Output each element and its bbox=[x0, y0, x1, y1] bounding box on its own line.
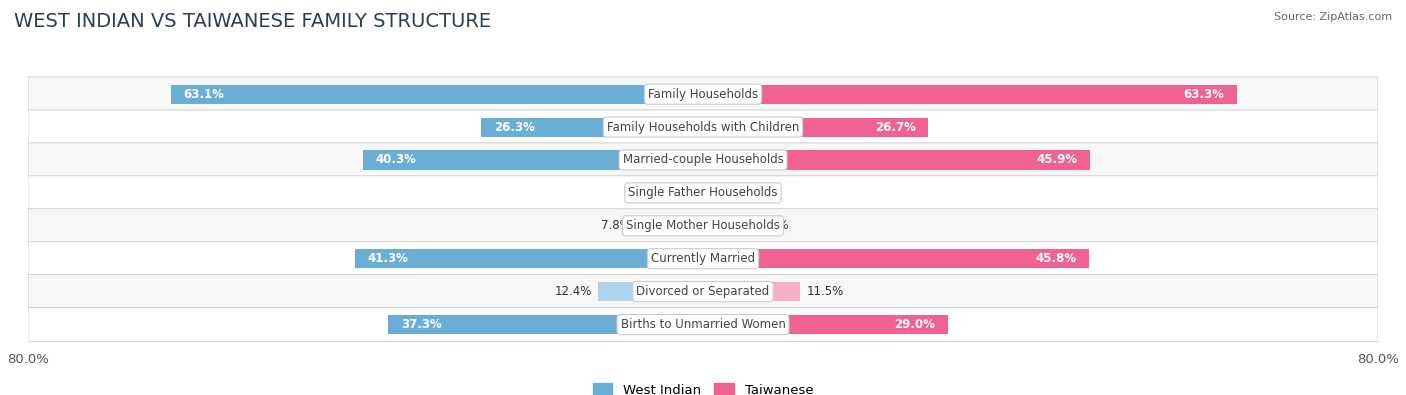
Bar bbox=[637, 216, 703, 235]
Text: Births to Unmarried Women: Births to Unmarried Women bbox=[620, 318, 786, 331]
Bar bbox=[170, 85, 703, 103]
Text: 7.8%: 7.8% bbox=[600, 219, 630, 232]
Text: 41.3%: 41.3% bbox=[367, 252, 408, 265]
Text: 37.3%: 37.3% bbox=[401, 318, 441, 331]
Bar bbox=[599, 282, 703, 301]
FancyBboxPatch shape bbox=[28, 110, 1378, 144]
Bar bbox=[354, 249, 703, 268]
Bar bbox=[703, 150, 1090, 169]
FancyBboxPatch shape bbox=[28, 307, 1378, 342]
Text: Divorced or Separated: Divorced or Separated bbox=[637, 285, 769, 298]
Text: 12.4%: 12.4% bbox=[554, 285, 592, 298]
Bar bbox=[703, 118, 928, 137]
Text: WEST INDIAN VS TAIWANESE FAMILY STRUCTURE: WEST INDIAN VS TAIWANESE FAMILY STRUCTUR… bbox=[14, 12, 491, 31]
Text: 26.3%: 26.3% bbox=[494, 120, 534, 134]
Text: Married-couple Households: Married-couple Households bbox=[623, 154, 783, 166]
Text: Single Father Households: Single Father Households bbox=[628, 186, 778, 199]
FancyBboxPatch shape bbox=[28, 209, 1378, 243]
Text: 11.5%: 11.5% bbox=[807, 285, 844, 298]
Bar bbox=[703, 183, 721, 202]
Text: 2.2%: 2.2% bbox=[648, 186, 678, 199]
Bar bbox=[481, 118, 703, 137]
Bar bbox=[703, 282, 800, 301]
Text: 26.7%: 26.7% bbox=[875, 120, 915, 134]
Text: 45.8%: 45.8% bbox=[1036, 252, 1077, 265]
Text: Family Households: Family Households bbox=[648, 88, 758, 101]
Text: 63.3%: 63.3% bbox=[1184, 88, 1225, 101]
Bar bbox=[685, 183, 703, 202]
Bar bbox=[703, 85, 1237, 103]
Text: 29.0%: 29.0% bbox=[894, 318, 935, 331]
Bar bbox=[703, 315, 948, 334]
Bar bbox=[388, 315, 703, 334]
FancyBboxPatch shape bbox=[28, 242, 1378, 276]
FancyBboxPatch shape bbox=[28, 275, 1378, 309]
Text: Family Households with Children: Family Households with Children bbox=[607, 120, 799, 134]
Text: 5.8%: 5.8% bbox=[759, 219, 789, 232]
FancyBboxPatch shape bbox=[28, 176, 1378, 210]
Text: Single Mother Households: Single Mother Households bbox=[626, 219, 780, 232]
Bar bbox=[703, 249, 1090, 268]
FancyBboxPatch shape bbox=[28, 143, 1378, 177]
FancyBboxPatch shape bbox=[28, 77, 1378, 111]
Text: Currently Married: Currently Married bbox=[651, 252, 755, 265]
Bar bbox=[703, 216, 752, 235]
Text: 2.2%: 2.2% bbox=[728, 186, 758, 199]
Text: 45.9%: 45.9% bbox=[1036, 154, 1077, 166]
Bar bbox=[363, 150, 703, 169]
Legend: West Indian, Taiwanese: West Indian, Taiwanese bbox=[588, 378, 818, 395]
Text: Source: ZipAtlas.com: Source: ZipAtlas.com bbox=[1274, 12, 1392, 22]
Text: 63.1%: 63.1% bbox=[183, 88, 224, 101]
Text: 40.3%: 40.3% bbox=[375, 154, 416, 166]
